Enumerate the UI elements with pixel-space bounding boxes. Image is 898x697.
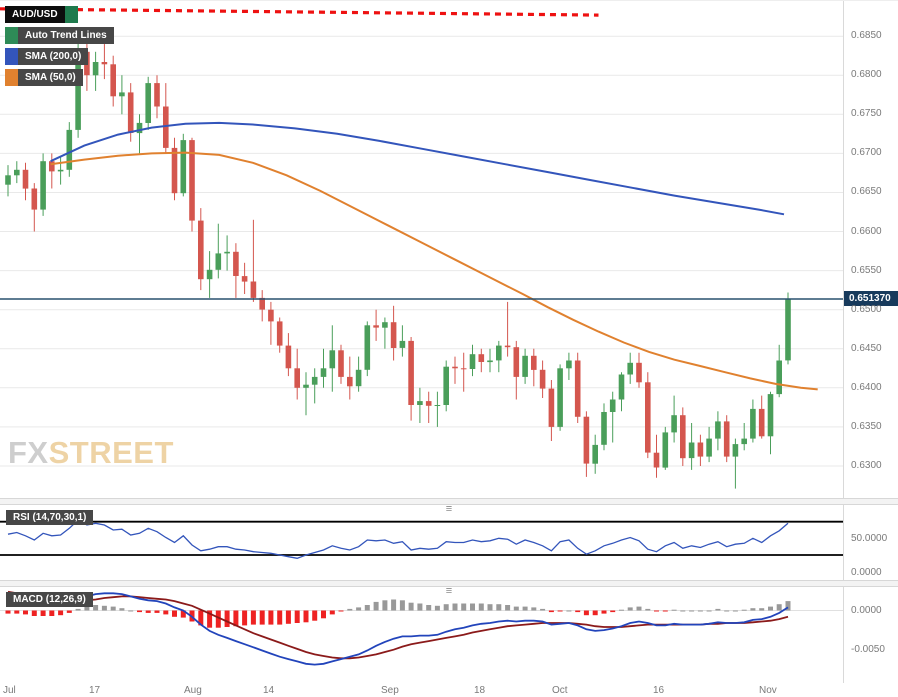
candle-color-chip: [64, 6, 78, 23]
macd-chart-canvas[interactable]: [0, 587, 843, 683]
time-axis-label: 16: [653, 685, 665, 696]
auto-trend-lines-badge[interactable]: Auto Trend Lines: [18, 27, 114, 44]
sma50-badge[interactable]: SMA (50,0): [18, 69, 83, 86]
symbol-badge[interactable]: AUD/USD: [5, 6, 65, 23]
price-axis-label: 0.6450: [851, 343, 882, 354]
price-axis-label: 0.6550: [851, 265, 882, 276]
legend-symbol[interactable]: AUD/USD: [5, 6, 78, 23]
price-axis-label: 0.6850: [851, 30, 882, 41]
price-chart-canvas[interactable]: [0, 1, 843, 498]
price-axis-label: 0.6500: [851, 304, 882, 315]
rsi-indicator-badge[interactable]: RSI (14,70,30,1): [6, 510, 94, 525]
price-axis-label: 0.6600: [851, 226, 882, 237]
current-price-badge: 0.651370: [844, 291, 898, 306]
macd-axis: 0.0000 -0.0050: [843, 587, 898, 683]
time-axis-label: Jul: [3, 685, 16, 696]
time-axis-label: Aug: [184, 685, 202, 696]
rsi-axis-label: 0.0000: [851, 567, 882, 578]
legend-sma200[interactable]: SMA (200,0): [5, 48, 89, 65]
price-axis: 0.651370 0.6850 0.6800 0.6750 0.6700 0.6650 0…: [843, 1, 898, 498]
price-axis-label: 0.6700: [851, 147, 882, 158]
macd-axis-label: 0.0000: [851, 605, 882, 616]
price-axis-label: 0.6300: [851, 460, 882, 471]
trend-color-chip: [5, 27, 18, 44]
legend-sma50[interactable]: SMA (50,0): [5, 69, 83, 86]
time-axis-label: 14: [263, 685, 275, 696]
panel-divider[interactable]: ≡: [0, 498, 898, 515]
price-axis-label: 0.6350: [851, 421, 882, 432]
panel-divider[interactable]: ≡: [0, 580, 898, 597]
rsi-chart-canvas[interactable]: [0, 505, 843, 580]
rsi-axis-label: 50.0000: [851, 533, 888, 544]
chart-legend: AUD/USD Auto Trend Lines SMA (200,0) SMA…: [5, 6, 114, 86]
time-axis-label: Nov: [759, 685, 777, 696]
macd-indicator-badge[interactable]: MACD (12,26,9): [6, 592, 93, 607]
price-axis-label: 0.6800: [851, 69, 882, 80]
resize-grip-icon[interactable]: ≡: [445, 503, 453, 515]
time-axis-label: 18: [474, 685, 486, 696]
macd-panel: MACD (12,26,9) 0.0000 -0.0050: [0, 587, 898, 683]
sma200-color-chip: [5, 48, 18, 65]
sma50-color-chip: [5, 69, 18, 86]
resize-grip-icon[interactable]: ≡: [445, 585, 453, 597]
time-axis-label: 17: [89, 685, 101, 696]
price-panel: AUD/USD Auto Trend Lines SMA (200,0) SMA…: [0, 1, 898, 498]
macd-axis-label: -0.0050: [851, 644, 885, 655]
sma200-badge[interactable]: SMA (200,0): [18, 48, 89, 65]
price-axis-label: 0.6650: [851, 186, 882, 197]
price-axis-label: 0.6750: [851, 108, 882, 119]
legend-auto-trend-lines[interactable]: Auto Trend Lines: [5, 27, 114, 44]
time-axis-label: Oct: [552, 685, 568, 696]
rsi-axis: 50.0000 0.0000: [843, 505, 898, 580]
time-axis: Jul 17 Aug 14 Sep 18 Oct 16 Nov: [0, 683, 843, 697]
time-axis-label: Sep: [381, 685, 399, 696]
price-axis-label: 0.6400: [851, 382, 882, 393]
rsi-panel: RSI (14,70,30,1) 50.0000 0.0000: [0, 505, 898, 580]
